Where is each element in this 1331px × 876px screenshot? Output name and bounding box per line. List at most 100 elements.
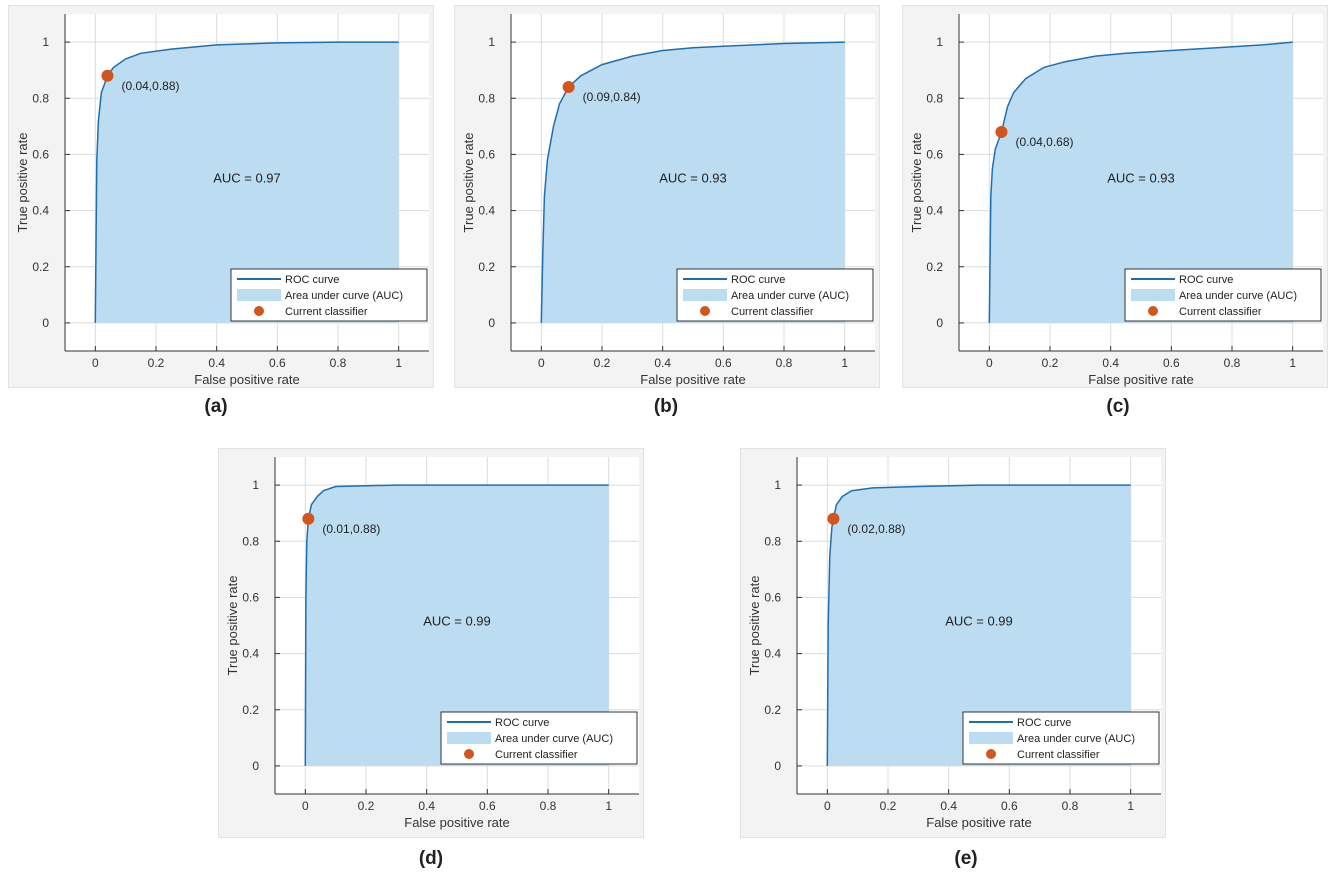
y-tick-label: 0 [774, 759, 781, 773]
legend-current-classifier: Current classifier [731, 306, 814, 318]
x-tick-label: 0.4 [208, 356, 225, 370]
caption-b: (b) [653, 396, 679, 417]
auc-label: AUC = 0.93 [659, 171, 727, 186]
roc-curve-line [94, 41, 399, 323]
x-tick-label: 0.8 [330, 356, 347, 370]
y-tick-label: 0 [488, 316, 495, 330]
legend-roc-curve: ROC curve [495, 717, 549, 729]
x-tick-label: 0.6 [479, 799, 496, 813]
legend-current-classifier: Current classifier [495, 749, 578, 761]
y-tick-label: 1 [42, 35, 49, 49]
legend-swatch-area-under-curve [969, 732, 1013, 744]
roc-panel-a: 0 0.2 0.4 0.6 0.8 1 0 0.2 0.4 0.6 0.8 1 False positi… [8, 5, 434, 388]
x-axis-title: False positive rate [1088, 372, 1194, 387]
legend-current-classifier: Current classifier [285, 306, 368, 318]
auc-area [827, 485, 1131, 766]
x-tick-label: 1 [605, 799, 612, 813]
x-tick-label: 1 [1127, 799, 1134, 813]
caption-c: (c) [1106, 396, 1130, 417]
legend-area-under-curve: Area under curve (AUC) [731, 290, 849, 302]
current-classifier-point [562, 81, 575, 94]
y-tick-label: 0.6 [478, 147, 495, 161]
legend-swatch-area-under-curve [683, 289, 727, 301]
y-tick-label: 0.4 [242, 647, 259, 661]
x-tick-label: 0 [824, 799, 831, 813]
y-tick-label: 0.8 [926, 91, 943, 105]
y-tick-label: 0.2 [32, 260, 49, 274]
legend-swatch-current-classifier [986, 749, 996, 759]
x-tick-label: 0.6 [1163, 356, 1180, 370]
legend-swatch-area-under-curve [1131, 289, 1175, 301]
auc-area [989, 42, 1293, 323]
y-tick-label: 0.4 [478, 204, 495, 218]
roc-chart-a: 0 0.2 0.4 0.6 0.8 1 0 0.2 0.4 0.6 0.8 1 False positi… [15, 14, 429, 387]
legend-area-under-curve: Area under curve (AUC) [1017, 733, 1135, 745]
y-axis-title: True positive rate [747, 576, 762, 676]
roc-chart-e: 0 0.2 0.4 0.6 0.8 1 0 0.2 0.4 0.6 0.8 1 False positi… [747, 457, 1161, 830]
y-tick-label: 0.2 [764, 703, 781, 717]
y-tick-label: 0.6 [926, 147, 943, 161]
y-tick-label: 1 [774, 478, 781, 492]
legend-roc-curve: ROC curve [731, 274, 785, 286]
current-classifier-point [827, 512, 840, 525]
y-axis-title: True positive rate [225, 576, 240, 676]
auc-area [95, 42, 399, 323]
x-tick-label: 0.4 [418, 799, 435, 813]
y-tick-label: 0.6 [32, 147, 49, 161]
x-tick-label: 0.2 [880, 799, 897, 813]
y-tick-label: 0.8 [32, 91, 49, 105]
x-tick-label: 0.2 [148, 356, 165, 370]
y-tick-label: 0 [936, 316, 943, 330]
y-axis-title: True positive rate [909, 133, 924, 233]
x-tick-label: 0.8 [540, 799, 557, 813]
x-axis-title: False positive rate [926, 815, 1032, 830]
roc-curve-line [540, 41, 845, 323]
auc-label: AUC = 0.99 [423, 614, 491, 629]
roc-curve-line [826, 484, 1131, 766]
legend-current-classifier: Current classifier [1179, 306, 1262, 318]
y-tick-label: 1 [488, 35, 495, 49]
auc-label: AUC = 0.97 [213, 171, 281, 186]
roc-chart-b: 0 0.2 0.4 0.6 0.8 1 0 0.2 0.4 0.6 0.8 1 False positi… [461, 14, 875, 387]
y-axis-title: True positive rate [15, 133, 30, 233]
legend-area-under-curve: Area under curve (AUC) [1179, 290, 1297, 302]
x-tick-label: 0.4 [654, 356, 671, 370]
x-tick-label: 0.8 [776, 356, 793, 370]
x-tick-label: 0 [986, 356, 993, 370]
roc-chart-c: 0 0.2 0.4 0.6 0.8 1 0 0.2 0.4 0.6 0.8 1 False positi… [909, 14, 1323, 387]
roc-curve-line [304, 484, 609, 766]
caption-a: (a) [204, 396, 228, 417]
roc-panel-d: 0 0.2 0.4 0.6 0.8 1 0 0.2 0.4 0.6 0.8 1 False positi… [218, 448, 644, 838]
y-tick-label: 0.4 [32, 204, 49, 218]
x-tick-label: 0.6 [715, 356, 732, 370]
x-tick-label: 1 [395, 356, 402, 370]
current-classifier-label: (0.04,0.68) [1015, 135, 1073, 149]
roc-curve-line [988, 41, 1293, 323]
y-tick-label: 0.6 [242, 590, 259, 604]
caption-d: (d) [418, 848, 444, 869]
x-tick-label: 0.8 [1224, 356, 1241, 370]
current-classifier-point [302, 512, 315, 525]
x-tick-label: 0.2 [1042, 356, 1059, 370]
legend-area-under-curve: Area under curve (AUC) [285, 290, 403, 302]
legend-swatch-area-under-curve [447, 732, 491, 744]
y-tick-label: 0.2 [242, 703, 259, 717]
x-axis-title: False positive rate [194, 372, 300, 387]
roc-panel-c: 0 0.2 0.4 0.6 0.8 1 0 0.2 0.4 0.6 0.8 1 False positi… [902, 5, 1328, 388]
y-tick-label: 0 [42, 316, 49, 330]
x-tick-label: 0 [538, 356, 545, 370]
y-tick-label: 0 [252, 759, 259, 773]
y-tick-label: 0.8 [764, 534, 781, 548]
current-classifier-label: (0.09,0.84) [583, 90, 641, 104]
y-tick-label: 0.6 [764, 590, 781, 604]
x-tick-label: 0.8 [1062, 799, 1079, 813]
roc-chart-d: 0 0.2 0.4 0.6 0.8 1 0 0.2 0.4 0.6 0.8 1 False positi… [225, 457, 639, 830]
legend-current-classifier: Current classifier [1017, 749, 1100, 761]
y-tick-label: 1 [252, 478, 259, 492]
x-tick-label: 0.6 [1001, 799, 1018, 813]
legend-area-under-curve: Area under curve (AUC) [495, 733, 613, 745]
roc-panel-e: 0 0.2 0.4 0.6 0.8 1 0 0.2 0.4 0.6 0.8 1 False positi… [740, 448, 1166, 838]
y-tick-label: 0.8 [242, 534, 259, 548]
auc-area [305, 485, 609, 766]
legend-swatch-current-classifier [1148, 306, 1158, 316]
